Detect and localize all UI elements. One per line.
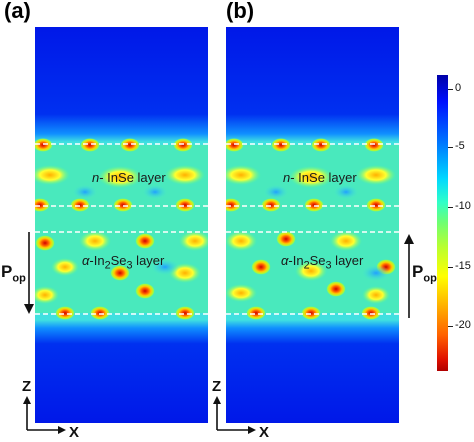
density-field-b xyxy=(226,27,399,423)
axis-z-label-a: Z xyxy=(22,378,32,395)
colorbar-tick-3 xyxy=(448,267,453,268)
colorbar-tick-label-1: -5 xyxy=(455,140,465,152)
colorbar-tick-0 xyxy=(448,89,453,90)
polarization-symbol-a: P xyxy=(1,262,13,281)
colorbar-tick-2 xyxy=(448,207,453,208)
colorbar-tick-label-2: -10 xyxy=(455,200,471,212)
colorbar-tick-1 xyxy=(448,147,453,148)
polarization-arrow-up-icon xyxy=(404,234,414,318)
polarization-arrow-down-icon xyxy=(24,232,34,314)
axis-z-label-b: Z xyxy=(212,378,222,395)
polarization-label-b: Pop xyxy=(412,262,437,284)
axis-indicator-a xyxy=(23,396,66,434)
colorbar-tick-4 xyxy=(448,326,453,327)
charge-density-map-b: n- InSe layer α-In2Se3 layer xyxy=(226,27,399,423)
panel-label-b: (b) xyxy=(226,0,255,23)
axis-x-label-b: X xyxy=(259,424,270,441)
layer-boundary-lines-b xyxy=(226,143,399,315)
polarization-symbol-b: P xyxy=(412,262,424,281)
axis-indicator-b xyxy=(213,396,256,434)
axis-x-label-a: X xyxy=(69,424,80,441)
polarization-label-a: Pop xyxy=(1,262,26,284)
layer-label-inse-a: n- InSe layer xyxy=(92,170,166,185)
polarization-subscript-a: op xyxy=(12,272,26,285)
colorbar-tick-label-4: -20 xyxy=(455,319,471,331)
colorbar-tick-label-0: 0 xyxy=(455,82,462,94)
layer-label-in2se3-a: α-In2Se3 layer xyxy=(82,253,165,272)
panel-label-a: (a) xyxy=(4,0,31,23)
layer-label-inse-b: n- InSe layer xyxy=(283,170,357,185)
layer-boundary-lines-a xyxy=(35,143,208,315)
density-field-a xyxy=(35,27,208,423)
layer-label-in2se3-b: α-In2Se3 layer xyxy=(281,253,364,272)
colorbar-tick-label-3: -15 xyxy=(455,260,471,272)
polarization-subscript-b: op xyxy=(423,272,437,285)
colorbar xyxy=(437,75,448,371)
charge-density-map-a: n- InSe layer α-In2Se3 layer xyxy=(35,27,208,423)
